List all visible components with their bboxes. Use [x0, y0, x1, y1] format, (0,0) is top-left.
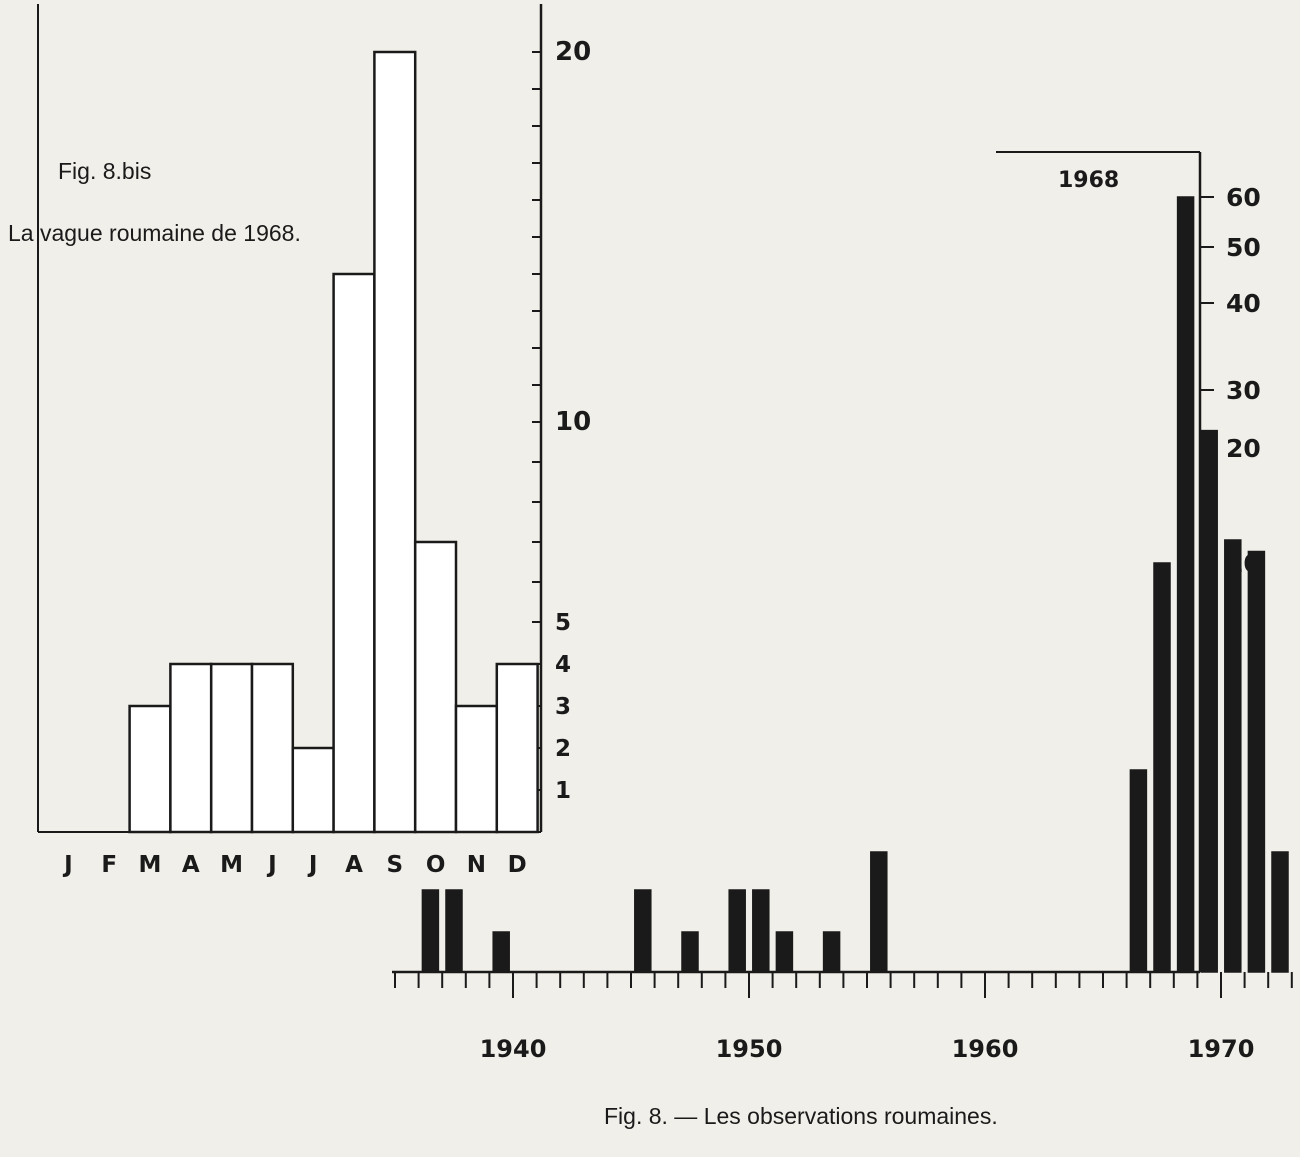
yearly-bar [1247, 550, 1266, 973]
monthly-bar [250, 662, 295, 834]
fig-bis-label: Fig. 8.bis [58, 158, 152, 184]
monthly-y-tick-label: 20 [555, 37, 591, 67]
monthly-bar [495, 662, 539, 834]
yearly-bar [492, 931, 510, 973]
yearly-y-tick-label: 30 [1226, 376, 1261, 405]
yearly-x-tick-label: 1950 [716, 1035, 783, 1063]
yearly-bar [870, 851, 888, 973]
monthly-bar [373, 50, 417, 834]
yearly-bar [822, 931, 841, 973]
yearly-y-tick-label: 40 [1226, 289, 1261, 318]
yearly-bar [1200, 429, 1218, 973]
yearly-bar [1153, 562, 1171, 973]
monthly-x-tick-label: J [62, 852, 73, 878]
yearly-bar-chart: 1 2 3 4 5 10 20 30 40 50 60 1940 1950 1960 1970 [392, 151, 1293, 1063]
monthly-y-tick-label: 5 [555, 610, 571, 636]
yearly-bar [1224, 539, 1242, 973]
yearly-bar [728, 889, 746, 973]
fig-bis-title: La vague roumaine de 1968. [8, 220, 301, 246]
fig8-caption: Fig. 8. — Les observations roumaines. [604, 1103, 998, 1129]
monthly-x-tick-label: J [307, 852, 318, 878]
yearly-bar [445, 889, 463, 973]
monthly-bar [413, 540, 458, 834]
yearly-bar [634, 889, 652, 973]
yearly-bar [775, 931, 794, 973]
monthly-y-tick-label: 1 [555, 778, 571, 804]
monthly-bar [332, 272, 376, 834]
monthly-x-tick-label: J [266, 852, 277, 878]
monthly-x-tick-label: O [426, 852, 446, 878]
monthly-bar [209, 662, 254, 834]
yearly-bar [1176, 196, 1195, 973]
monthly-bar [128, 704, 172, 834]
monthly-y-tick-label: 3 [555, 694, 571, 720]
yearly-bar [421, 889, 440, 973]
yearly-bar [681, 931, 699, 973]
yearly-x-tick-label: 1940 [480, 1035, 547, 1063]
yearly-bar [752, 889, 770, 973]
monthly-y-tick-label: 2 [555, 736, 571, 762]
monthly-x-tick-label: M [220, 852, 243, 878]
monthly-x-tick-label: D [508, 852, 527, 878]
monthly-x-tick-label: A [182, 852, 200, 878]
year-annotation-1968: 1968 [1058, 168, 1120, 193]
yearly-x-tick-label: 1960 [952, 1035, 1019, 1063]
monthly-x-tick-label: A [345, 852, 363, 878]
monthly-x-tick-label: M [139, 852, 162, 878]
monthly-bar [291, 746, 335, 834]
yearly-y-tick-label: 20 [1226, 434, 1261, 463]
yearly-bar [1271, 851, 1289, 973]
monthly-bar [454, 704, 499, 834]
monthly-bar [169, 662, 213, 834]
monthly-x-tick-label: S [387, 852, 404, 878]
monthly-y-tick-label: 10 [555, 407, 591, 437]
yearly-y-tick-label: 50 [1226, 233, 1261, 262]
monthly-x-tick-label: N [467, 852, 486, 878]
yearly-y-tick-label: 60 [1226, 183, 1261, 212]
yearly-x-tick-label: 1970 [1188, 1035, 1255, 1063]
monthly-y-tick-label: 4 [555, 652, 571, 678]
yearly-bar [1129, 769, 1148, 973]
monthly-x-tick-label: F [101, 852, 117, 878]
